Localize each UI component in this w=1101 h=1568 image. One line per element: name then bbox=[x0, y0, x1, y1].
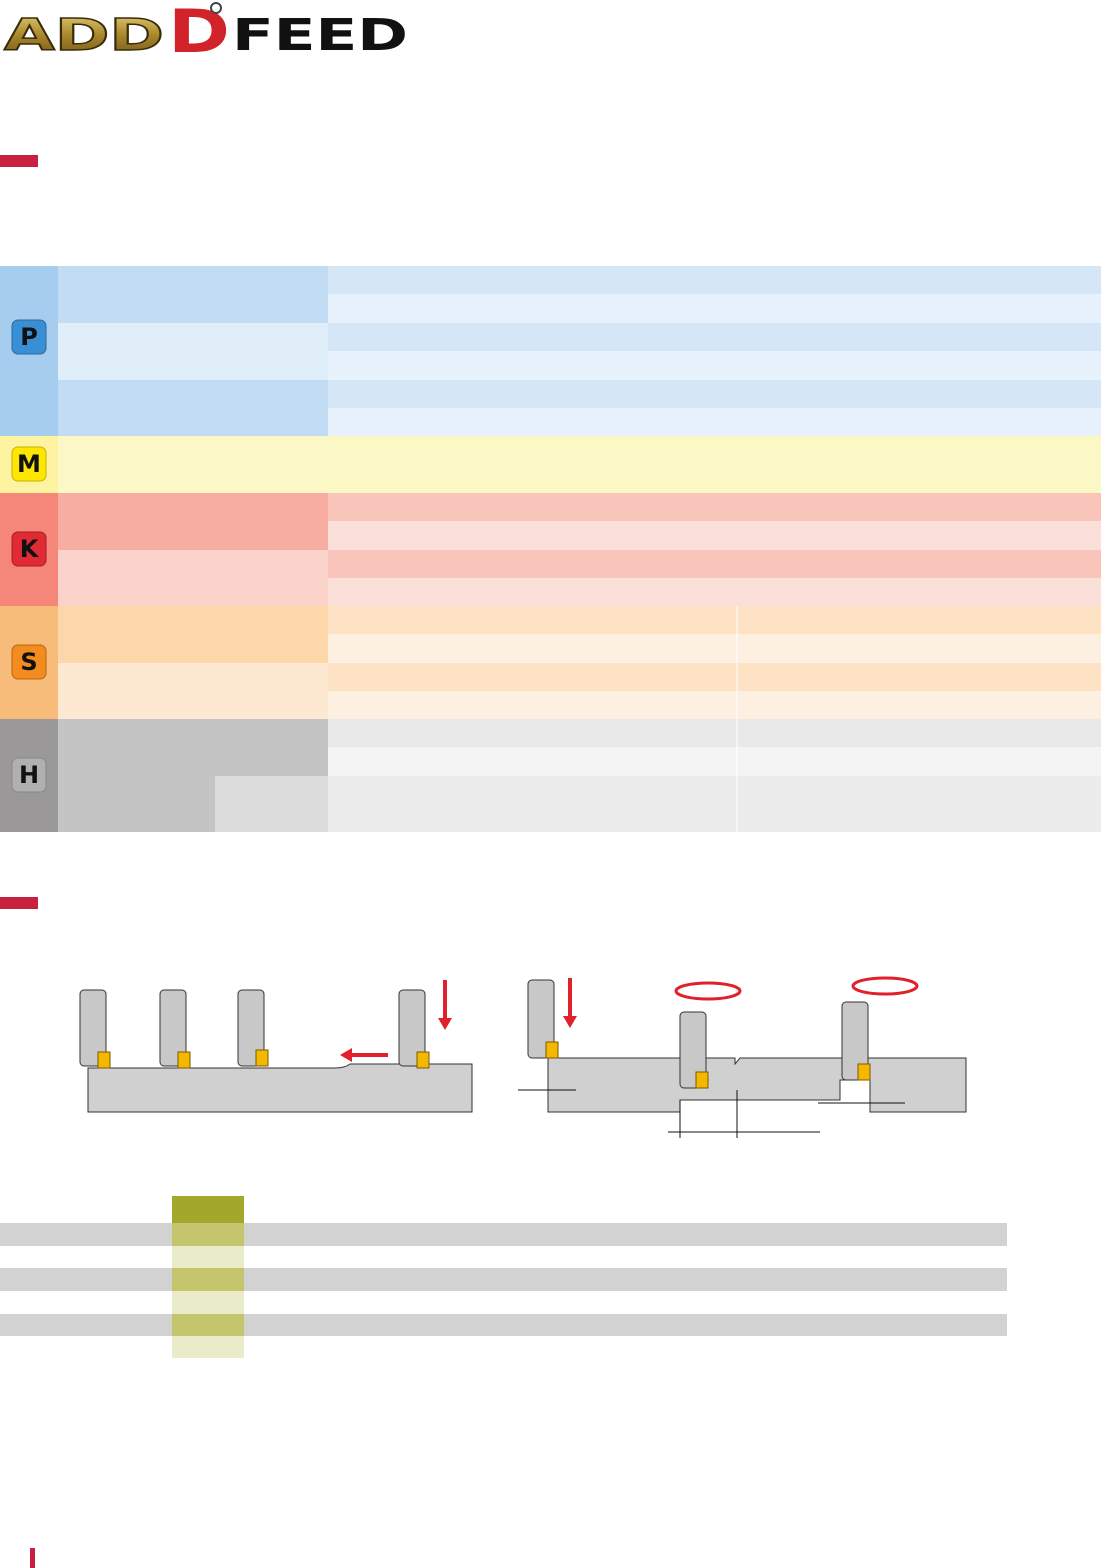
insert bbox=[416, 1051, 430, 1069]
cell bbox=[328, 776, 1101, 832]
logo-ring bbox=[210, 2, 222, 14]
cell bbox=[58, 606, 328, 663]
logo: ADD D FEED bbox=[3, 0, 408, 67]
logo-feed: FEED bbox=[232, 10, 408, 61]
group-label: S bbox=[20, 648, 37, 676]
cell bbox=[58, 719, 328, 776]
tool bbox=[237, 989, 265, 1067]
arrow-head bbox=[438, 1018, 452, 1030]
cell bbox=[172, 1336, 244, 1358]
cell bbox=[328, 266, 1101, 294]
group-label: P bbox=[20, 323, 38, 351]
tool bbox=[398, 989, 426, 1067]
row bbox=[0, 1223, 1007, 1246]
header-cell bbox=[172, 1196, 244, 1223]
cell bbox=[172, 1246, 244, 1268]
cell bbox=[58, 266, 328, 323]
cell bbox=[328, 294, 1101, 323]
tool bbox=[841, 1001, 869, 1081]
badge-bg bbox=[11, 446, 47, 482]
group-label: K bbox=[20, 535, 40, 563]
tool bbox=[159, 989, 187, 1067]
arrow-head bbox=[563, 1016, 577, 1028]
insert bbox=[177, 1051, 191, 1069]
tool bbox=[79, 989, 107, 1067]
cell bbox=[215, 776, 328, 832]
tool bbox=[527, 979, 555, 1059]
cell bbox=[172, 1314, 244, 1336]
row bbox=[0, 1268, 1007, 1291]
row bbox=[0, 1314, 1007, 1336]
insert bbox=[545, 1041, 559, 1059]
insert bbox=[857, 1063, 871, 1081]
rotation bbox=[674, 981, 742, 1001]
insert bbox=[255, 1049, 269, 1067]
page-marker bbox=[30, 1548, 35, 1568]
rotation bbox=[851, 976, 919, 996]
group-label: M bbox=[17, 450, 41, 478]
insert bbox=[695, 1071, 709, 1089]
cell bbox=[172, 1223, 244, 1246]
workpiece bbox=[87, 1063, 473, 1113]
cell bbox=[58, 493, 328, 550]
machining-diagrams bbox=[79, 976, 967, 1138]
cell bbox=[328, 408, 1101, 436]
material-table: P M K S H bbox=[0, 266, 1101, 832]
badge-bg bbox=[11, 757, 47, 793]
group-label: H bbox=[19, 761, 39, 789]
cell bbox=[58, 550, 328, 606]
badge-bg bbox=[11, 644, 47, 680]
cell bbox=[328, 351, 1101, 380]
cell bbox=[328, 747, 1101, 776]
tool bbox=[679, 1011, 707, 1089]
cell bbox=[328, 578, 1101, 606]
cell bbox=[328, 493, 1101, 521]
cell bbox=[328, 663, 1101, 691]
section-marker bbox=[0, 155, 38, 167]
logo-add: ADD bbox=[4, 10, 164, 61]
cell bbox=[58, 323, 328, 380]
insert bbox=[97, 1051, 111, 1069]
cell bbox=[328, 606, 1101, 634]
cell bbox=[328, 634, 1101, 663]
arrow-head bbox=[340, 1048, 352, 1062]
cell bbox=[328, 521, 1101, 550]
grade-table bbox=[0, 1196, 1007, 1358]
cell bbox=[58, 776, 215, 832]
cell bbox=[172, 1268, 244, 1291]
badge-bg bbox=[11, 531, 47, 567]
cell bbox=[58, 380, 328, 436]
cell bbox=[328, 380, 1101, 408]
cell bbox=[328, 691, 1101, 719]
cell bbox=[58, 436, 1101, 493]
cell bbox=[172, 1291, 244, 1314]
cell bbox=[328, 550, 1101, 578]
section-marker bbox=[0, 897, 38, 909]
cell bbox=[58, 663, 328, 719]
cell bbox=[328, 323, 1101, 351]
cell bbox=[328, 719, 1101, 747]
workpiece bbox=[547, 1057, 967, 1113]
badge-bg bbox=[11, 319, 47, 355]
